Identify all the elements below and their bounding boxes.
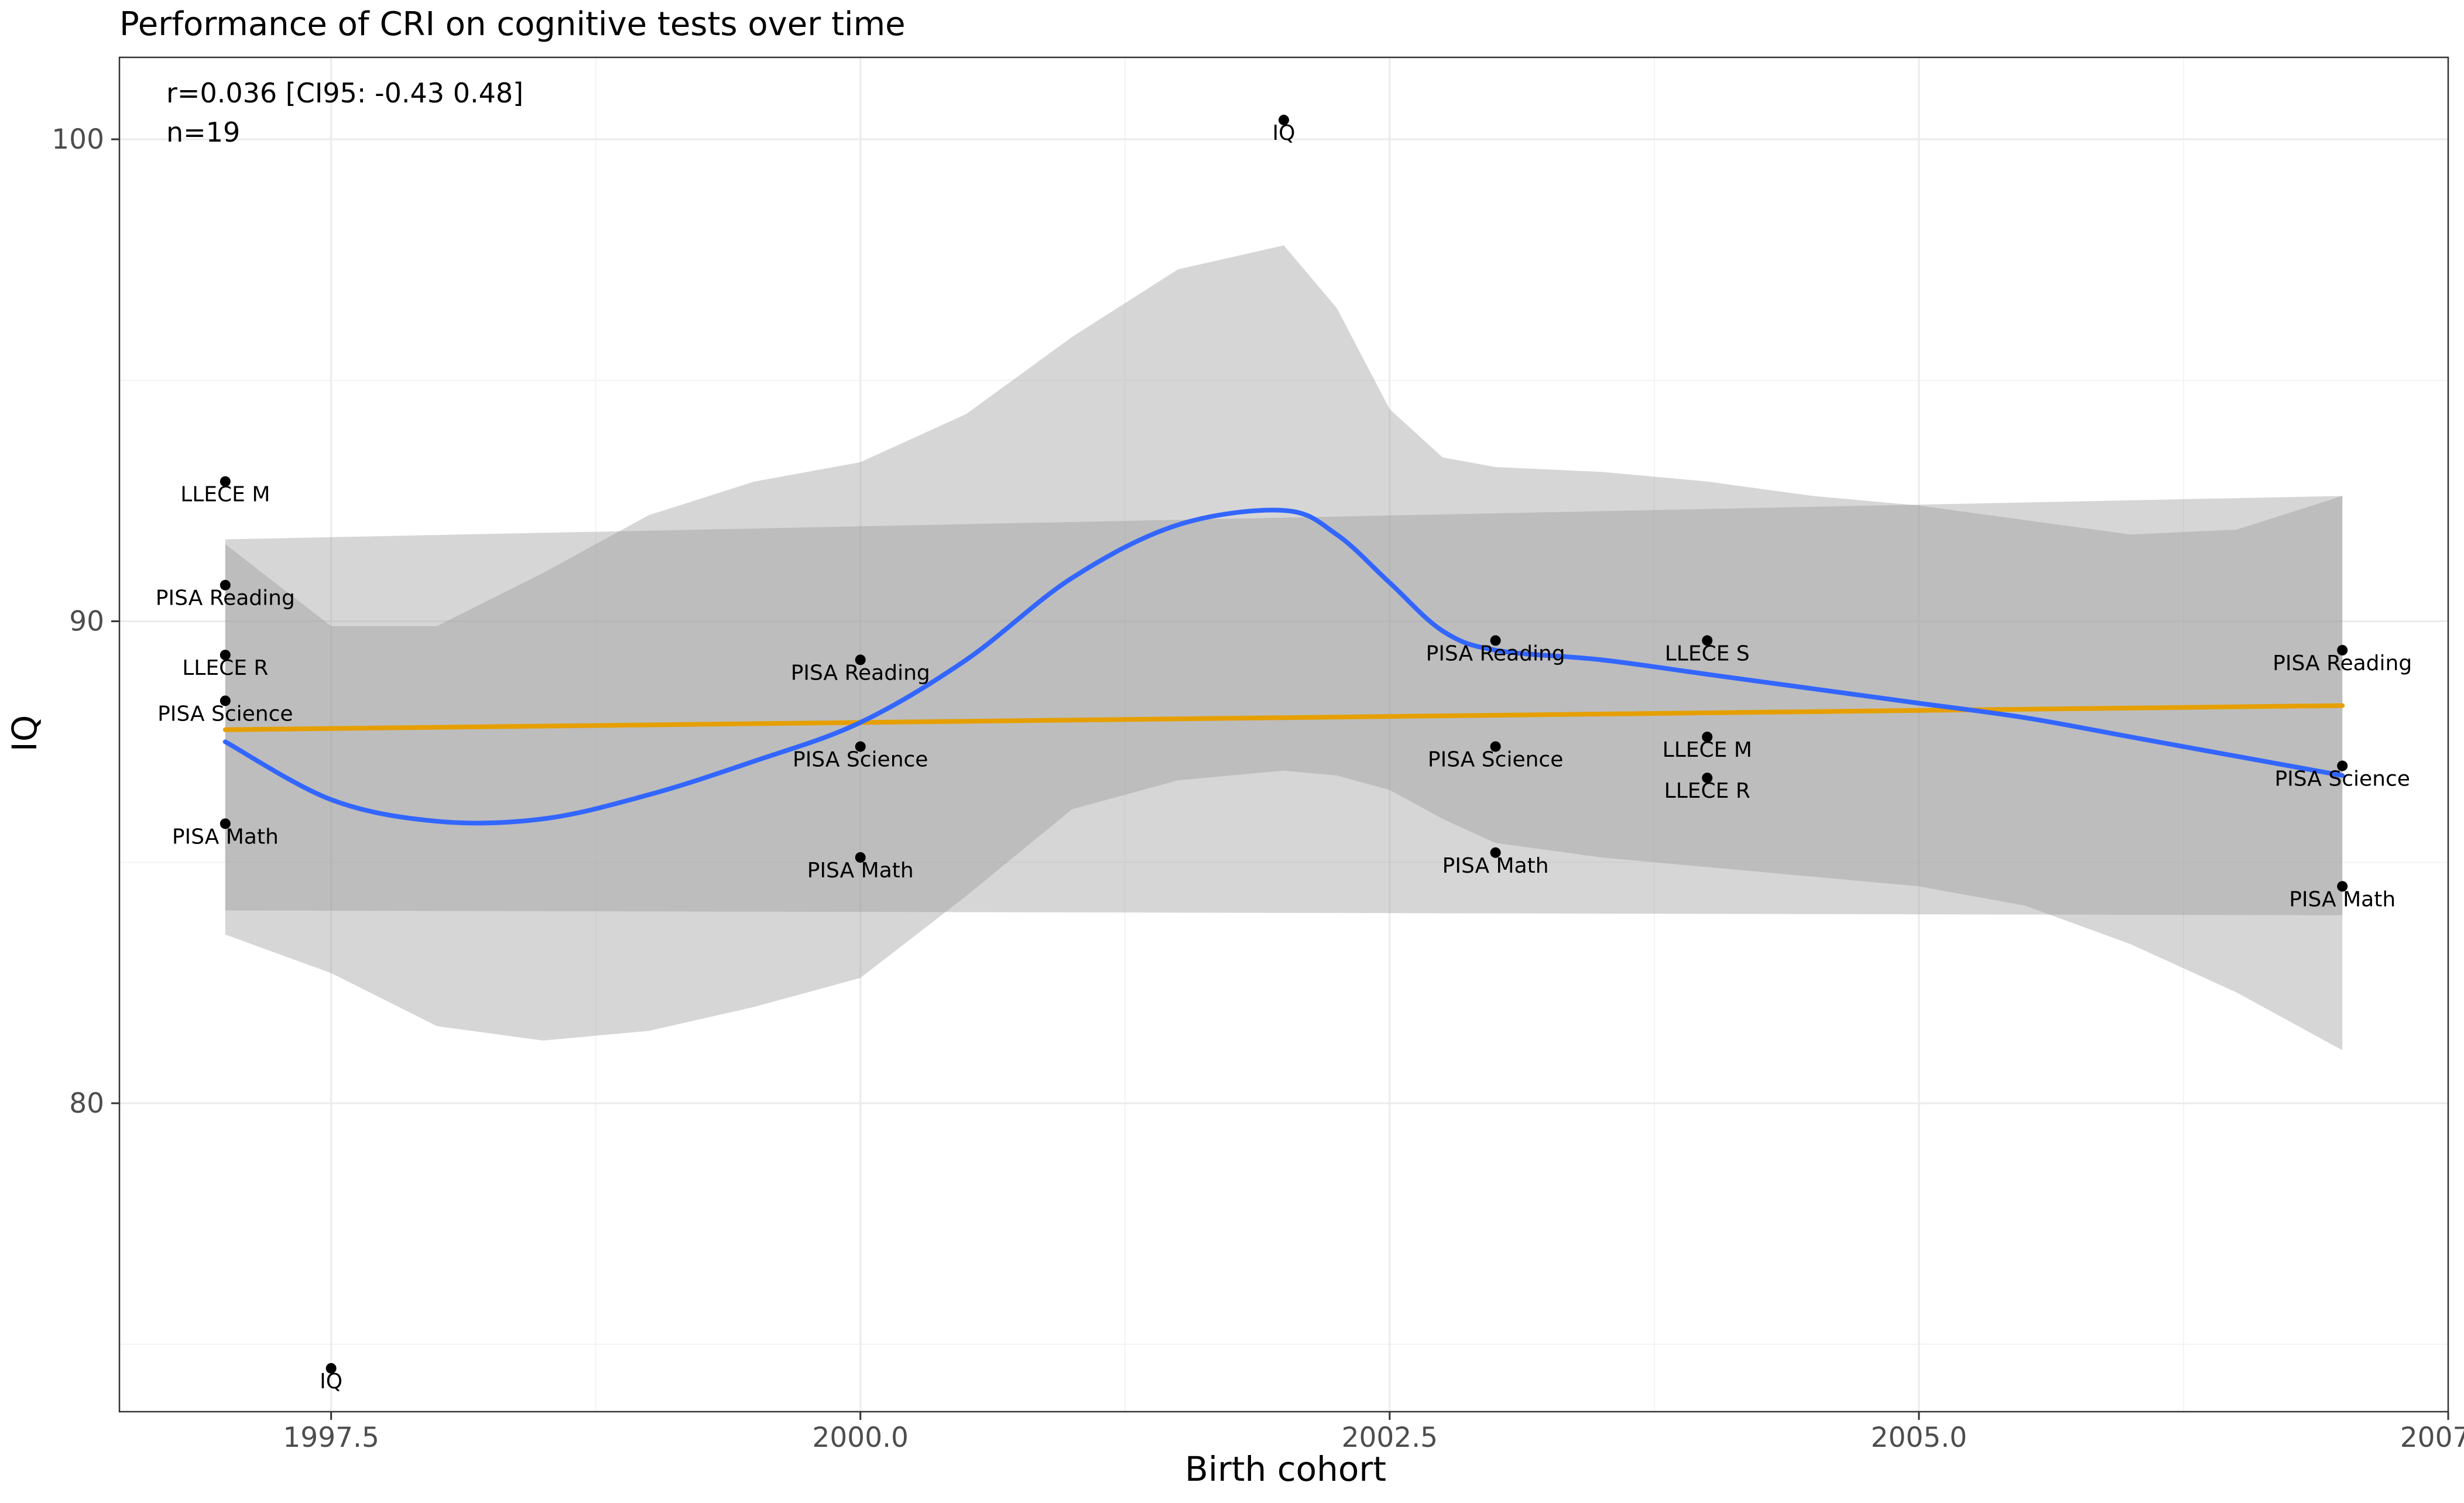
grid-lines [119, 57, 2448, 1412]
x-tick-label: 2000.0 [812, 1422, 908, 1454]
point-label: PISA Reading [2273, 651, 2412, 675]
data-point [855, 852, 866, 863]
data-point [1702, 635, 1713, 646]
loess-confidence-band [225, 245, 2343, 1051]
point-label: LLECE R [182, 656, 268, 680]
data-point [1490, 847, 1501, 858]
panel-background [119, 57, 2448, 1412]
point-label: PISA Science [2274, 767, 2410, 791]
data-point [1490, 741, 1501, 752]
panel-border [118, 56, 2449, 1413]
point-label: PISA Reading [156, 586, 295, 610]
point-label: PISA Reading [1426, 641, 1565, 665]
y-tick-label: 80 [69, 1087, 104, 1120]
point-label: LLECE S [1665, 641, 1750, 665]
point-label: PISA Science [1428, 748, 1563, 772]
point-label: LLECE M [180, 483, 270, 507]
point-label: PISA Math [1442, 854, 1549, 878]
point-label: IQ [1273, 121, 1296, 145]
x-tick-label: 1997.5 [283, 1422, 379, 1454]
point-label: PISA Reading [791, 661, 930, 685]
x-tick-label: 2007.5 [2400, 1422, 2464, 1454]
data-point [2337, 644, 2348, 656]
sample-size-annotation: n=19 [166, 116, 240, 148]
data-point [1490, 635, 1501, 646]
loess-fit-line [222, 507, 2345, 826]
linear-fit-line [222, 703, 2345, 732]
data-point [2337, 881, 2348, 892]
data-point [220, 579, 231, 591]
data-point [2337, 760, 2348, 771]
point-label: PISA Math [2289, 887, 2396, 911]
data-point [220, 818, 231, 829]
point-label: IQ [320, 1370, 342, 1394]
linear-confidence-band [225, 496, 2343, 915]
data-point [855, 654, 866, 665]
x-axis-title: Birth cohort [1185, 1449, 1386, 1489]
x-tick-label: 2002.5 [1342, 1422, 1438, 1454]
data-point [1702, 773, 1713, 784]
plot-area: LLECE M PISA Reading LLECE R PISA Science PI… [52, 56, 2464, 1454]
data-point [1279, 115, 1289, 126]
data-point [1702, 732, 1713, 743]
point-label: PISA Math [807, 859, 914, 883]
data-point [220, 476, 231, 487]
chart-title: Performance of CRI on cognitive tests ov… [119, 5, 906, 43]
y-tick-label: 100 [52, 123, 104, 156]
point-label: PISA Science [793, 748, 928, 772]
point-label: PISA Science [157, 702, 293, 726]
point-label: PISA Math [172, 825, 279, 849]
point-label: LLECE R [1664, 779, 1750, 803]
data-point [220, 695, 231, 706]
data-point [325, 1363, 337, 1374]
y-axis-title: IQ [5, 715, 44, 752]
data-point [220, 650, 231, 661]
point-label: LLECE M [1663, 738, 1752, 762]
x-tick-label: 2005.0 [1871, 1422, 1967, 1454]
correlation-annotation: r=0.036 [CI95: -0.43 0.48] [166, 77, 523, 109]
data-point [855, 741, 866, 752]
y-tick-label: 90 [69, 605, 104, 637]
